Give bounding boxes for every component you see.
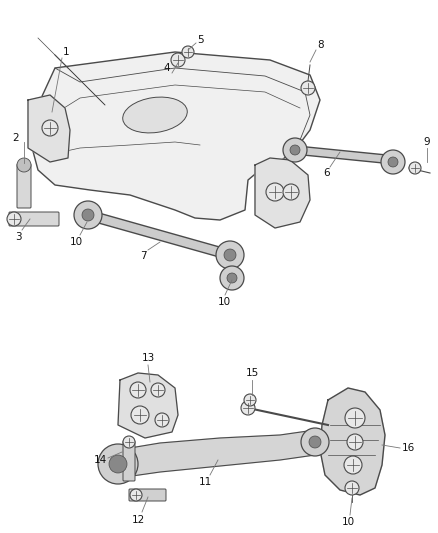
Circle shape <box>109 455 127 473</box>
Circle shape <box>409 162 421 174</box>
Circle shape <box>301 81 315 95</box>
Polygon shape <box>118 373 178 438</box>
Circle shape <box>130 489 142 501</box>
Circle shape <box>82 209 94 221</box>
Text: 4: 4 <box>164 63 170 73</box>
Polygon shape <box>320 388 385 495</box>
Circle shape <box>220 266 244 290</box>
Ellipse shape <box>123 97 187 133</box>
Circle shape <box>98 444 138 484</box>
Text: 9: 9 <box>424 137 430 147</box>
FancyBboxPatch shape <box>129 489 166 501</box>
Circle shape <box>283 138 307 162</box>
Circle shape <box>266 183 284 201</box>
Text: 10: 10 <box>217 297 230 307</box>
FancyBboxPatch shape <box>9 212 59 226</box>
Text: 10: 10 <box>342 517 355 527</box>
Polygon shape <box>30 52 320 220</box>
Text: 3: 3 <box>15 232 21 242</box>
Circle shape <box>171 53 185 67</box>
Text: 13: 13 <box>141 353 155 363</box>
Text: 6: 6 <box>324 168 330 178</box>
Text: 16: 16 <box>401 443 415 453</box>
Circle shape <box>216 241 244 269</box>
Text: 12: 12 <box>131 515 145 525</box>
Circle shape <box>241 401 255 415</box>
Circle shape <box>42 120 58 136</box>
Text: 1: 1 <box>63 47 69 57</box>
Circle shape <box>388 157 398 167</box>
Polygon shape <box>28 95 70 162</box>
Text: 8: 8 <box>318 40 324 50</box>
Circle shape <box>381 150 405 174</box>
Circle shape <box>345 408 365 428</box>
Circle shape <box>283 184 299 200</box>
Circle shape <box>344 456 362 474</box>
Circle shape <box>244 394 256 406</box>
Circle shape <box>301 428 329 456</box>
Polygon shape <box>255 158 310 228</box>
Circle shape <box>7 212 21 226</box>
Text: 2: 2 <box>13 133 19 143</box>
Circle shape <box>17 158 31 172</box>
Circle shape <box>347 434 363 450</box>
Circle shape <box>290 145 300 155</box>
Text: 14: 14 <box>93 455 106 465</box>
Circle shape <box>227 273 237 283</box>
Circle shape <box>151 383 165 397</box>
Text: 15: 15 <box>245 368 258 378</box>
Circle shape <box>74 201 102 229</box>
FancyBboxPatch shape <box>17 164 31 208</box>
Text: 10: 10 <box>70 237 82 247</box>
Circle shape <box>155 413 169 427</box>
Text: 5: 5 <box>198 35 204 45</box>
Circle shape <box>345 481 359 495</box>
Text: 11: 11 <box>198 477 212 487</box>
Polygon shape <box>118 430 315 478</box>
Circle shape <box>182 46 194 58</box>
Circle shape <box>130 382 146 398</box>
Circle shape <box>123 436 135 448</box>
Circle shape <box>224 249 236 261</box>
Circle shape <box>131 406 149 424</box>
Circle shape <box>309 436 321 448</box>
Text: 7: 7 <box>140 251 146 261</box>
FancyBboxPatch shape <box>123 441 135 481</box>
